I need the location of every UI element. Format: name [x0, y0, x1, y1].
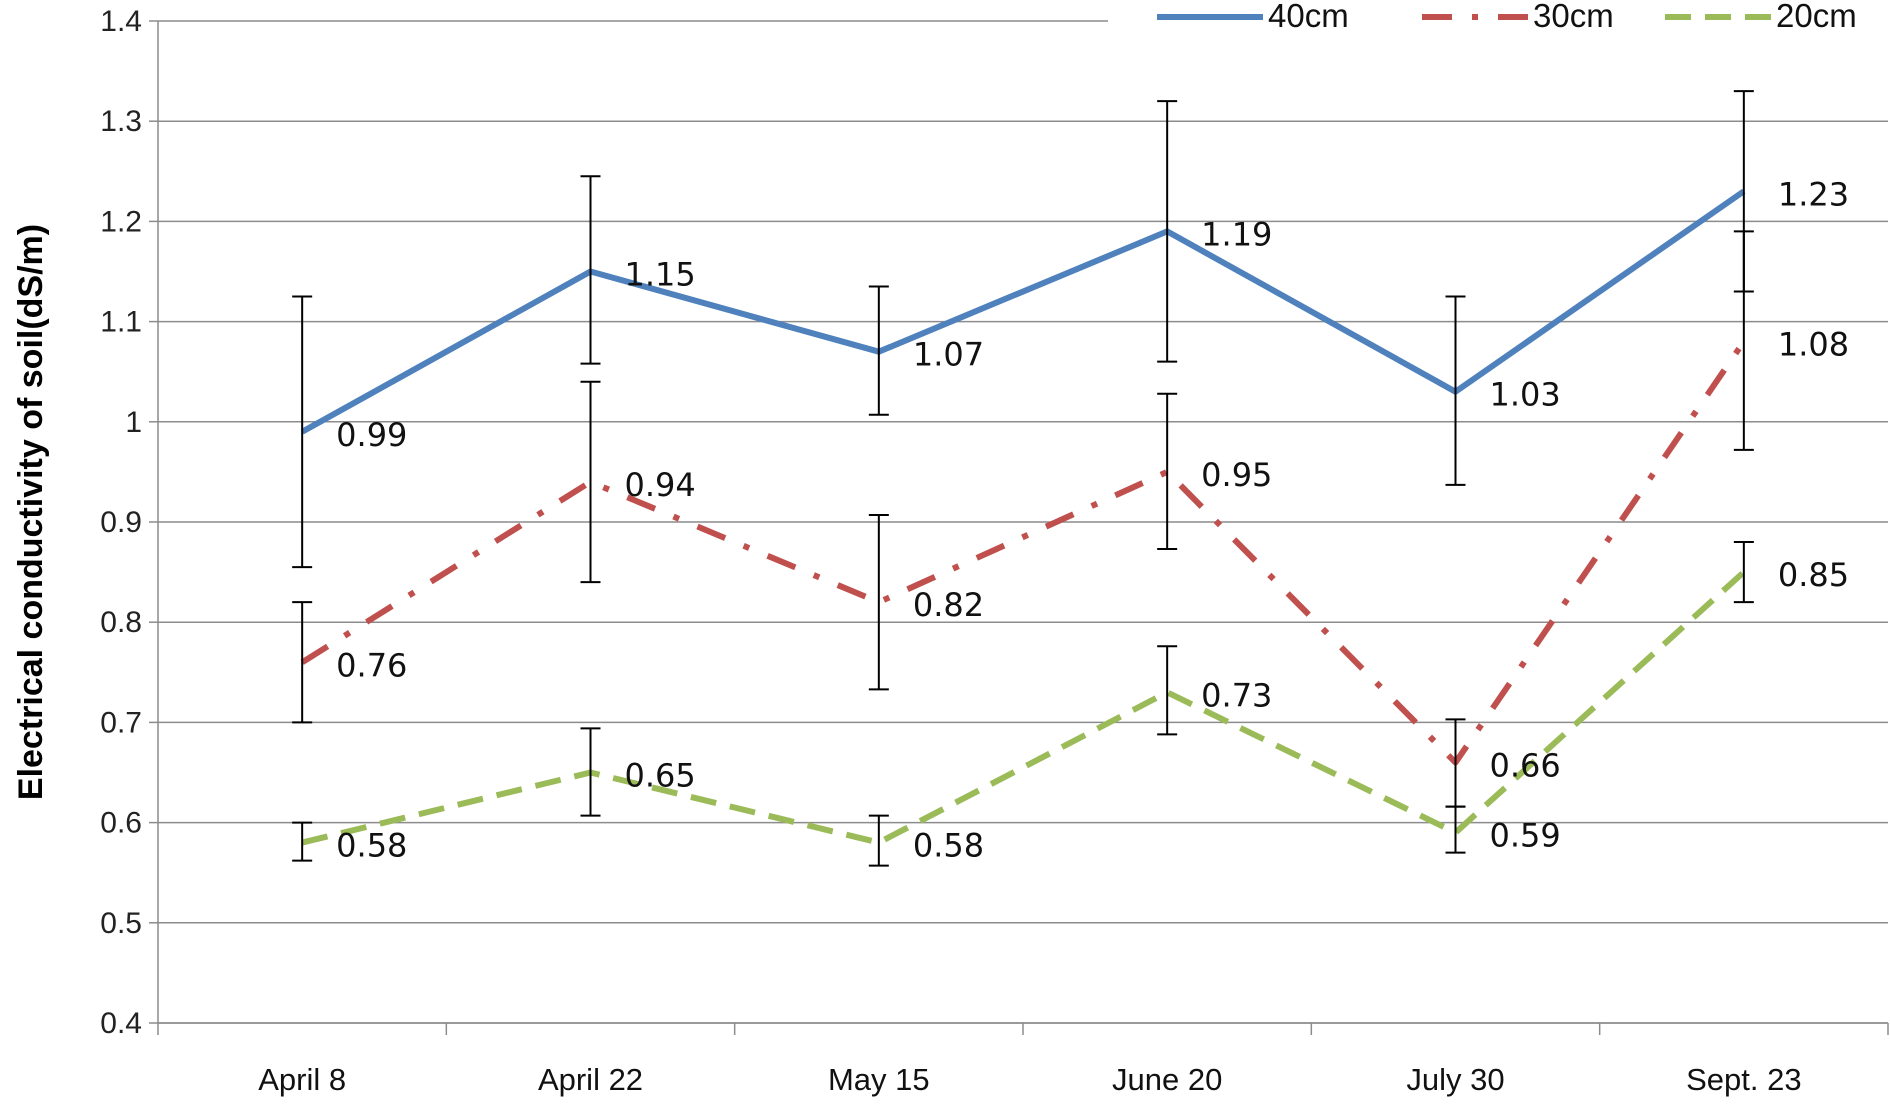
axes — [149, 20, 1889, 1035]
legend-item-30cm: 30cm — [1422, 0, 1614, 34]
legend-label: 40cm — [1268, 0, 1349, 34]
series-line-40cm — [300, 188, 1746, 435]
y-tick-label: 1.4 — [100, 5, 142, 38]
x-tick-label: July 30 — [1406, 1062, 1504, 1097]
error-bar — [580, 380, 601, 584]
legend-label: 30cm — [1533, 0, 1614, 34]
error-bar — [868, 814, 889, 867]
legend: 40cm 30cm 20cm — [1108, 0, 1890, 38]
error-bar — [1157, 100, 1178, 363]
error-bar — [292, 601, 313, 724]
legend-label: 20cm — [1776, 0, 1857, 34]
error-bar — [868, 285, 889, 416]
error-bar — [1157, 645, 1178, 736]
error-bar — [292, 821, 313, 862]
y-tick-label: 0.8 — [100, 606, 142, 639]
error-bar — [580, 727, 601, 817]
y-tick-label: 0.9 — [100, 506, 142, 539]
error-bar — [1157, 392, 1178, 551]
error-bar — [292, 295, 313, 569]
error-bar — [1733, 230, 1754, 451]
error-bar — [868, 513, 889, 691]
data-label: 0.73 — [1201, 676, 1272, 714]
data-label: 0.82 — [913, 586, 984, 624]
data-label: 0.59 — [1490, 817, 1561, 855]
x-tick-label: Sept. 23 — [1686, 1062, 1801, 1097]
x-tick-label: April 22 — [538, 1062, 643, 1097]
data-label: 1.23 — [1778, 175, 1849, 213]
series-line-30cm — [300, 339, 1747, 766]
data-label: 1.03 — [1490, 376, 1561, 414]
data-label: 1.07 — [913, 336, 984, 374]
y-tick-labels: 0.4 0.5 0.6 0.7 0.8 0.9 1 1.1 1.2 1.3 1.4 — [100, 5, 142, 1040]
y-tick-label: 1 — [125, 406, 142, 439]
error-bars — [292, 90, 1754, 867]
x-tick-label: April 8 — [258, 1062, 346, 1097]
y-axis-label: Electrical conductivity of soil(dS/m) — [12, 224, 50, 800]
error-bar — [580, 175, 601, 365]
error-bar — [1445, 718, 1466, 808]
data-label: 0.58 — [336, 827, 407, 865]
y-tick-label: 0.6 — [100, 807, 142, 840]
data-label: 0.76 — [336, 646, 407, 684]
x-tick-label: June 20 — [1112, 1062, 1222, 1097]
data-label: 0.85 — [1778, 556, 1849, 594]
error-bar — [1445, 295, 1466, 486]
data-label: 0.58 — [913, 827, 984, 865]
y-tick-label: 0.4 — [100, 1007, 142, 1040]
data-label: 0.65 — [625, 757, 696, 795]
data-label: 1.08 — [1778, 326, 1849, 364]
x-tick-label: May 15 — [828, 1062, 930, 1097]
x-tick-labels: April 8 April 22 May 15 June 20 July 30 Sept.… — [258, 1062, 1801, 1097]
data-label: 0.94 — [625, 466, 696, 504]
data-label: 1.19 — [1201, 215, 1272, 253]
error-bar — [1445, 805, 1466, 854]
data-label: 0.95 — [1201, 456, 1272, 494]
series-line-20cm — [301, 569, 1746, 846]
y-tick-label: 1.3 — [100, 105, 142, 138]
y-tick-label: 1.1 — [100, 306, 142, 339]
data-label: 0.99 — [336, 416, 407, 454]
y-tick-label: 0.5 — [100, 907, 142, 940]
error-bar — [1733, 541, 1754, 604]
y-tick-label: 1.2 — [100, 205, 142, 238]
gridlines — [158, 20, 1888, 1024]
legend-item-40cm: 40cm — [1157, 0, 1349, 34]
data-label: 1.15 — [625, 256, 696, 294]
legend-item-20cm: 20cm — [1665, 0, 1857, 34]
y-tick-label: 0.7 — [100, 706, 142, 739]
series-lines — [300, 188, 1747, 846]
data-labels: 0.99 1.15 1.07 1.19 1.03 1.23 0.76 0.94 0.82 0.95… — [336, 175, 1849, 864]
data-label: 0.66 — [1490, 746, 1561, 784]
